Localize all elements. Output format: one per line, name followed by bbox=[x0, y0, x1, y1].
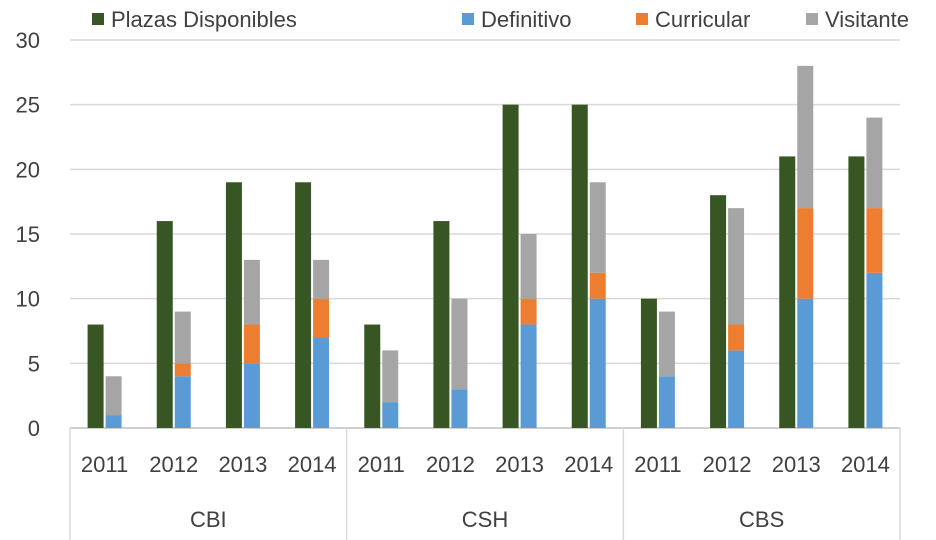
y-tick-label: 25 bbox=[16, 93, 40, 118]
bar-definitivo bbox=[451, 389, 468, 428]
legend-label: Plazas Disponibles bbox=[111, 7, 297, 32]
bar-curricular bbox=[520, 298, 537, 325]
bar-curricular bbox=[797, 208, 814, 299]
x-tick-label: 2012 bbox=[703, 452, 752, 477]
bar-curricular bbox=[866, 208, 883, 273]
x-tick-label: 2011 bbox=[81, 452, 128, 477]
legend-label: Curricular bbox=[655, 7, 750, 32]
group-label: CSH bbox=[462, 507, 508, 532]
bar-definitivo bbox=[382, 402, 399, 428]
group-label: CBI bbox=[190, 507, 227, 532]
bar-curricular bbox=[243, 324, 260, 364]
bar-visitante bbox=[797, 65, 814, 209]
legend-swatch bbox=[92, 13, 104, 25]
bar-plazas bbox=[433, 221, 450, 428]
bar-definitivo bbox=[105, 415, 122, 428]
bar-definitivo bbox=[589, 298, 606, 428]
y-tick-label: 30 bbox=[16, 28, 40, 53]
bar-plazas bbox=[364, 324, 381, 428]
bar-definitivo bbox=[728, 350, 745, 428]
bar-definitivo bbox=[797, 298, 814, 428]
bar-plazas bbox=[710, 195, 727, 428]
bar-plazas bbox=[225, 182, 242, 428]
y-tick-label: 5 bbox=[28, 351, 40, 376]
x-tick-label: 2013 bbox=[495, 452, 544, 477]
x-tick-label: 2011 bbox=[634, 452, 681, 477]
y-axis: 0 5 10 15 20 25 30 bbox=[16, 28, 40, 441]
x-tick-label: 2011 bbox=[358, 452, 405, 477]
bar-plazas bbox=[502, 104, 519, 429]
bars bbox=[87, 65, 883, 429]
bar-visitante bbox=[174, 311, 191, 364]
y-tick-label: 10 bbox=[16, 287, 40, 312]
bar-definitivo bbox=[313, 337, 330, 428]
bar-plazas bbox=[87, 324, 104, 428]
x-tick-label: 2013 bbox=[772, 452, 821, 477]
x-tick-label: 2014 bbox=[288, 452, 337, 477]
group-label: CBS bbox=[739, 507, 784, 532]
bar-definitivo bbox=[174, 376, 191, 428]
x-axis: 2011 2012 2013 2014 2011 2012 2013 2014 2011 2012… bbox=[69, 428, 901, 540]
x-tick-label: 2014 bbox=[564, 452, 613, 477]
bar-visitante bbox=[243, 259, 260, 325]
x-tick-label: 2013 bbox=[218, 452, 267, 477]
legend-swatch bbox=[462, 13, 474, 25]
bar-visitante bbox=[658, 311, 675, 377]
legend: Plazas Disponibles Definitivo Curricular Vi… bbox=[92, 7, 909, 32]
legend-label: Visitante bbox=[825, 7, 909, 32]
legend-label: Definitivo bbox=[481, 7, 571, 32]
legend-swatch bbox=[806, 13, 818, 25]
y-tick-label: 20 bbox=[16, 157, 40, 182]
legend-swatch bbox=[636, 13, 648, 25]
gridlines bbox=[70, 39, 900, 429]
bar-plazas bbox=[156, 221, 173, 428]
bar-visitante bbox=[589, 182, 606, 273]
bar-curricular bbox=[589, 272, 606, 299]
bar-curricular bbox=[728, 324, 745, 351]
bar-visitante bbox=[451, 298, 468, 390]
bar-definitivo bbox=[243, 363, 260, 428]
bar-plazas bbox=[848, 156, 865, 428]
bar-definitivo bbox=[658, 376, 675, 428]
bar-definitivo bbox=[520, 324, 537, 428]
x-tick-label: 2012 bbox=[426, 452, 475, 477]
bar-plazas bbox=[779, 156, 796, 428]
bar-visitante bbox=[382, 350, 399, 403]
bar-visitante bbox=[520, 234, 537, 299]
bar-curricular bbox=[174, 363, 191, 377]
bar-plazas bbox=[295, 182, 312, 428]
bar-visitante bbox=[866, 117, 883, 209]
y-tick-label: 0 bbox=[28, 416, 40, 441]
x-tick-label: 2012 bbox=[149, 452, 198, 477]
bar-plazas bbox=[571, 104, 588, 429]
x-tick-label: 2014 bbox=[841, 452, 890, 477]
y-tick-label: 15 bbox=[16, 222, 40, 247]
bar-plazas bbox=[640, 298, 657, 428]
bar-visitante bbox=[728, 208, 745, 325]
bar-curricular bbox=[313, 298, 330, 338]
bar-visitante bbox=[313, 259, 330, 299]
bar-definitivo bbox=[866, 272, 883, 428]
bar-visitante bbox=[105, 376, 122, 416]
